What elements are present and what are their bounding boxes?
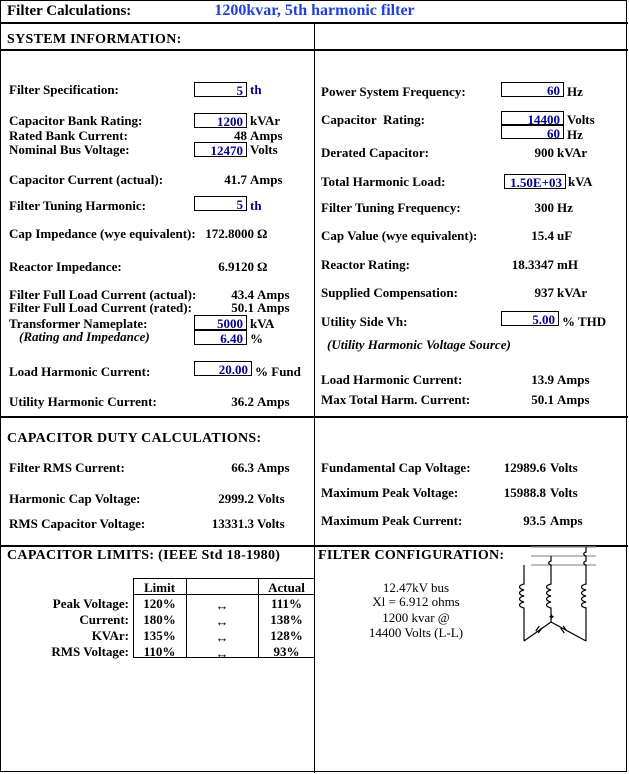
svg-text:✦: ✦ <box>548 612 556 622</box>
